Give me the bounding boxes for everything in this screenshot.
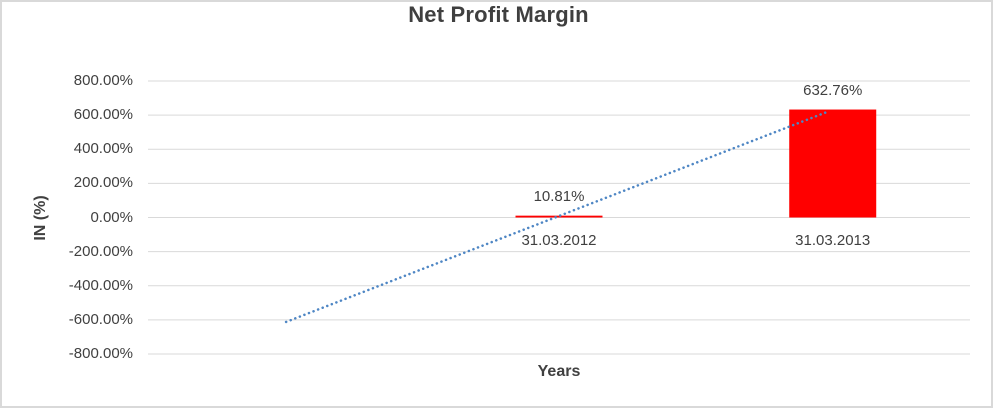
y-tick-label: 400.00% bbox=[73, 140, 133, 158]
category-label: 31.03.2013 bbox=[795, 232, 871, 249]
y-tick-label: 200.00% bbox=[73, 174, 133, 192]
data-label: 632.76% bbox=[803, 81, 863, 99]
y-tick-label: 800.00% bbox=[73, 72, 133, 89]
y-tick-label: -600.00% bbox=[68, 310, 133, 328]
chart-title: Net Profit Margin bbox=[408, 2, 589, 27]
bar bbox=[789, 109, 877, 218]
x-axis-title: Years bbox=[537, 363, 581, 380]
y-tick-label: 0.00% bbox=[90, 208, 133, 226]
y-tick-label: -800.00% bbox=[68, 345, 133, 362]
trendline bbox=[284, 109, 831, 324]
y-tick-label: -200.00% bbox=[68, 242, 133, 260]
gridlines bbox=[148, 80, 970, 355]
category-label: 31.03.2012 bbox=[521, 232, 597, 249]
y-tick-label: -400.00% bbox=[68, 276, 133, 294]
trendline-dotted bbox=[284, 109, 831, 324]
y-tick-label: 600.00% bbox=[73, 106, 133, 124]
data-label: 10.81% bbox=[533, 187, 585, 205]
bar bbox=[515, 215, 603, 218]
bar-series bbox=[515, 109, 877, 218]
